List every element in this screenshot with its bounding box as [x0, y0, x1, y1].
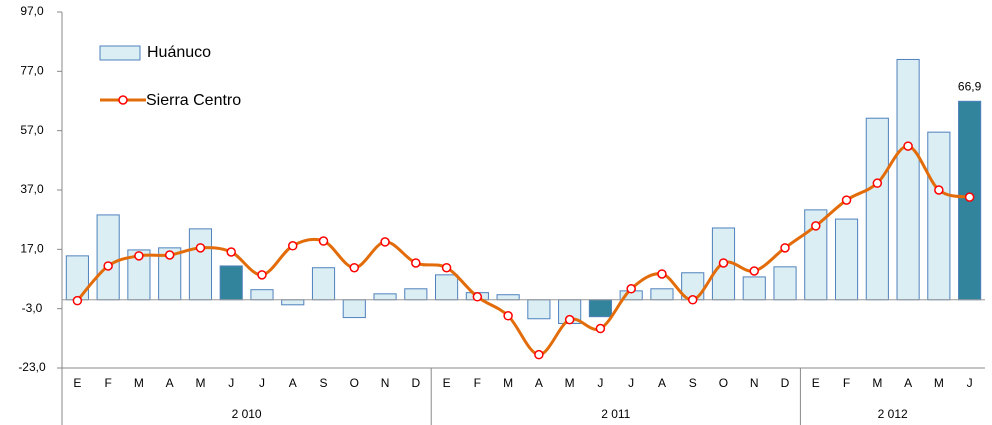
x-tick-label: J: [597, 376, 603, 390]
line-marker: [934, 185, 944, 195]
bar: [527, 299, 551, 320]
line-marker: [841, 195, 852, 205]
bar: [404, 288, 428, 301]
legend-label: Huánuco: [147, 44, 211, 61]
line-marker: [503, 311, 513, 321]
line-marker: [534, 349, 544, 360]
x-tick-label: F: [104, 376, 111, 390]
x-tick-label: A: [658, 376, 666, 390]
bar: [219, 265, 243, 301]
line-marker: [380, 237, 390, 247]
legend-marker: [118, 95, 128, 105]
line-marker: [288, 241, 298, 251]
x-tick-label: J: [628, 376, 634, 390]
x-tick-label: M: [503, 376, 513, 390]
line-marker: [657, 269, 667, 279]
line-marker: [626, 284, 636, 294]
bar: [435, 274, 459, 301]
line-marker: [72, 295, 83, 306]
x-tick-label: M: [134, 376, 144, 390]
line-marker: [411, 258, 421, 268]
bar: [742, 276, 766, 301]
bar: [311, 267, 336, 301]
bar: [373, 293, 397, 301]
x-tick-label: D: [411, 376, 420, 390]
x-tick-label: M: [565, 376, 575, 390]
line-marker: [349, 262, 360, 273]
line-marker: [811, 221, 821, 231]
bar: [250, 289, 274, 301]
legend-swatch: [99, 45, 141, 61]
line-marker: [257, 270, 267, 280]
y-tick-label: -3,0: [22, 301, 43, 315]
y-tick-label: 97,0: [20, 4, 44, 18]
y-tick-label: 77,0: [20, 64, 44, 78]
x-tick-label: E: [812, 376, 820, 390]
legend-label: Sierra Centro: [146, 92, 241, 109]
line-marker: [903, 141, 913, 151]
bar: [342, 299, 366, 319]
line-marker: [226, 247, 236, 257]
group-label: 2 012: [878, 407, 908, 421]
line-marker: [564, 314, 575, 325]
line-marker: [872, 178, 883, 188]
bar: [927, 131, 951, 301]
y-tick-label: 37,0: [20, 182, 44, 196]
x-tick-label: J: [259, 376, 265, 390]
line-marker: [318, 236, 329, 246]
x-tick-label: A: [289, 376, 297, 390]
x-tick-label: M: [195, 376, 205, 390]
line-marker: [595, 323, 606, 334]
bar: [650, 288, 674, 301]
bar: [188, 228, 213, 301]
bar: [96, 214, 120, 301]
x-tick-label: D: [781, 376, 790, 390]
line-marker: [687, 295, 698, 305]
value-label: 66,9: [958, 79, 982, 93]
line-marker: [780, 243, 790, 253]
x-tick-label: A: [166, 376, 174, 390]
line-marker: [964, 192, 975, 202]
bar: [896, 58, 920, 301]
x-tick-label: O: [719, 376, 728, 390]
line-marker: [164, 250, 175, 260]
x-tick-label: E: [73, 376, 81, 390]
y-tick-label: 17,0: [20, 242, 44, 256]
group-label: 2 010: [232, 407, 262, 421]
line-marker: [195, 243, 206, 253]
bar: [496, 294, 520, 301]
bar: [865, 117, 889, 301]
line-marker: [103, 261, 113, 271]
bar: [773, 266, 797, 301]
line-marker: [441, 262, 452, 273]
bar: [834, 218, 859, 301]
line-marker: [134, 251, 144, 261]
x-tick-label: E: [443, 376, 451, 390]
x-tick-label: N: [750, 376, 759, 390]
x-tick-label: M: [934, 376, 944, 390]
x-tick-label: A: [904, 376, 912, 390]
bar: [281, 299, 305, 306]
y-tick-label: 57,0: [20, 123, 44, 137]
x-tick-label: J: [967, 376, 973, 390]
x-tick-label: S: [689, 376, 697, 390]
x-tick-label: N: [381, 376, 390, 390]
x-tick-label: F: [474, 376, 481, 390]
x-tick-label: F: [843, 376, 850, 390]
x-tick-label: O: [350, 376, 359, 390]
x-tick-label: M: [872, 376, 882, 390]
line-marker: [749, 266, 759, 276]
line-marker: [718, 258, 729, 268]
x-tick-label: S: [320, 376, 328, 390]
x-tick-label: J: [228, 376, 234, 390]
bar: [588, 299, 612, 318]
x-tick-label: A: [535, 376, 543, 390]
y-tick-label: -23,0: [18, 360, 46, 374]
line-marker: [472, 292, 483, 302]
group-label: 2 011: [601, 407, 630, 421]
